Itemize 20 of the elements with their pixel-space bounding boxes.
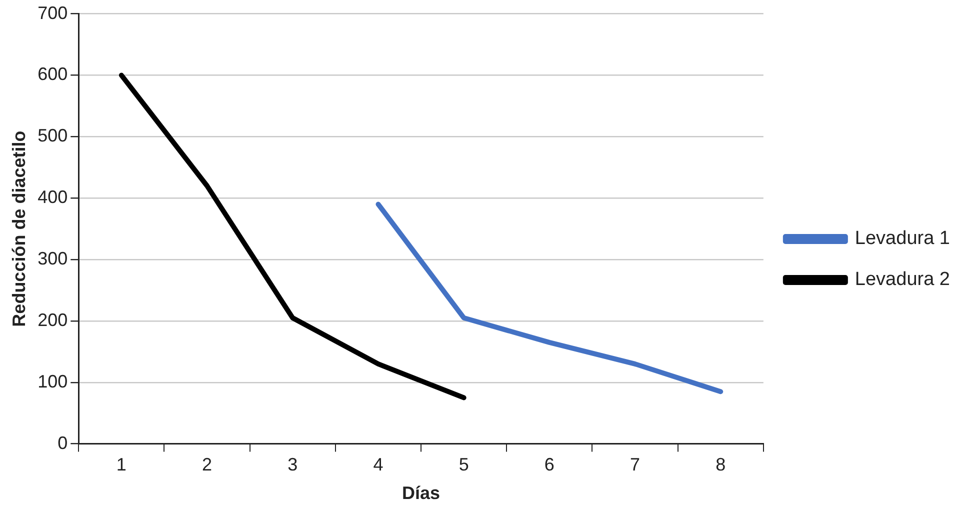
y-tick-label: 300 — [38, 248, 68, 268]
legend-label: Levadura 1 — [854, 228, 950, 250]
y-tick-label: 400 — [38, 187, 68, 208]
x-tick-label: 7 — [630, 454, 640, 475]
y-axis-title: Reducción de diacetilo — [8, 130, 29, 327]
y-tick-label: 100 — [38, 371, 68, 392]
legend-label: Levadura 2 — [854, 269, 950, 290]
x-tick-label: 4 — [373, 454, 384, 475]
y-tick-label: 200 — [38, 310, 68, 330]
x-tick-label: 8 — [716, 454, 726, 475]
y-tick-label: 0 — [58, 432, 68, 453]
x-tick-label: 1 — [116, 454, 126, 475]
x-tick-label: 3 — [288, 454, 298, 475]
x-axis-title: Días — [402, 483, 440, 504]
y-tick-label: 700 — [38, 2, 68, 23]
y-tick-label: 500 — [38, 126, 68, 146]
x-tick-label: 5 — [458, 454, 469, 475]
y-tick-label: 600 — [38, 64, 68, 84]
x-tick-label: 6 — [544, 454, 554, 475]
x-tick-label: 2 — [202, 454, 212, 475]
